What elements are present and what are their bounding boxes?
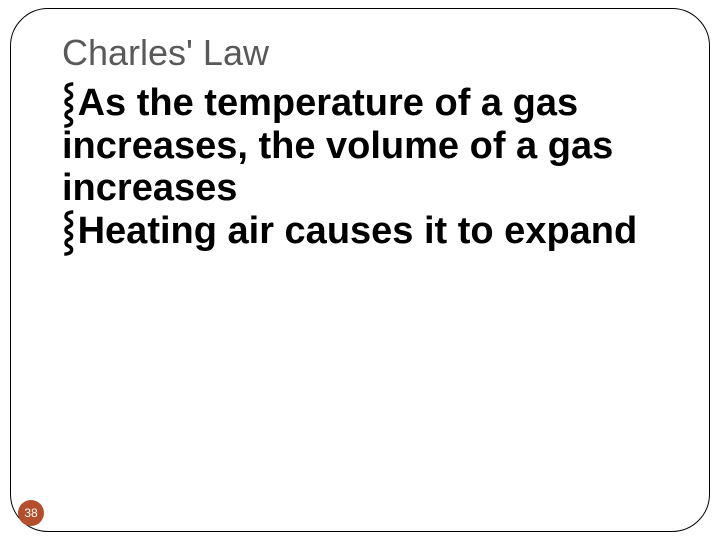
bullet-icon: ⸾: [62, 210, 76, 253]
slide-title: Charles' Law: [62, 32, 269, 74]
page-number: 38: [24, 506, 37, 520]
bullet-text: Heating air causes it to expand: [78, 210, 638, 252]
title-text: Charles' Law: [62, 32, 269, 73]
bullet-text: As the temperature of a gas increases, t…: [62, 82, 613, 209]
bullet-item: ⸾Heating air causes it to expand: [62, 210, 662, 253]
page-number-badge: 38: [18, 500, 44, 526]
bullet-icon: ⸾: [62, 82, 76, 125]
slide-body: ⸾As the temperature of a gas increases, …: [62, 82, 662, 252]
bullet-item: ⸾As the temperature of a gas increases, …: [62, 82, 662, 210]
slide: Charles' Law ⸾As the temperature of a ga…: [0, 0, 720, 540]
